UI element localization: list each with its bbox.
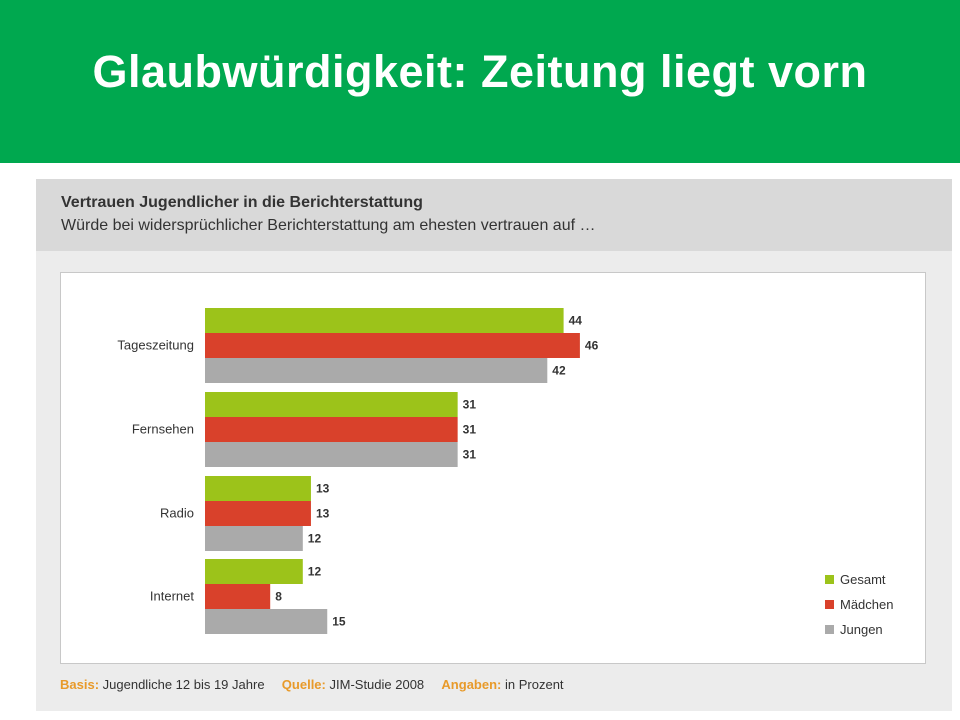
value-label-fernsehen-gesamt: 31: [463, 398, 477, 412]
legend-label-jungen: Jungen: [840, 622, 883, 637]
bar-fernsehen-jungen: [205, 442, 458, 467]
chart-subtitle: Würde bei widersprüchlicher Berichtersta…: [61, 217, 596, 234]
bar-tageszeitung-gesamt: [205, 308, 564, 333]
value-label-internet-jungen: 15: [332, 615, 346, 629]
title-banner: Glaubwürdigkeit: Zeitung liegt vorn: [0, 0, 960, 163]
value-label-fernsehen-maedchen: 31: [463, 423, 477, 437]
unit-label: Angaben:: [441, 677, 502, 692]
value-label-internet-gesamt: 12: [308, 565, 322, 579]
value-label-internet-maedchen: 8: [275, 590, 282, 604]
chart-footer: Basis: Jugendliche 12 bis 19 Jahre Quell…: [60, 677, 564, 692]
basis-value: Jugendliche 12 bis 19 Jahre: [102, 677, 265, 692]
bar-fernsehen-gesamt: [205, 392, 458, 417]
value-label-tageszeitung-gesamt: 44: [569, 314, 583, 328]
legend-label-maedchen: Mädchen: [840, 597, 893, 612]
bar-internet-jungen: [205, 609, 328, 634]
bar-tageszeitung-maedchen: [205, 333, 580, 358]
legend-swatch-gesamt: [825, 575, 834, 584]
source-label: Quelle:: [281, 677, 326, 692]
value-label-radio-gesamt: 13: [316, 482, 330, 496]
category-label-tageszeitung: Tageszeitung: [117, 338, 194, 353]
category-label-radio: Radio: [160, 506, 194, 521]
bar-tageszeitung-jungen: [205, 358, 548, 383]
category-label-fernsehen: Fernsehen: [132, 422, 194, 437]
value-label-radio-jungen: 12: [308, 532, 322, 546]
legend-swatch-jungen: [825, 625, 834, 634]
bar-radio-maedchen: [205, 501, 311, 526]
category-label-internet: Internet: [150, 589, 194, 604]
bar-radio-jungen: [205, 526, 303, 551]
legend-swatch-maedchen: [825, 600, 834, 609]
legend-label-gesamt: Gesamt: [840, 572, 886, 587]
unit-value: in Prozent: [505, 677, 564, 692]
value-label-radio-maedchen: 13: [316, 507, 330, 521]
chart-title: Vertrauen Jugendlicher in die Berichters…: [61, 194, 423, 211]
chart-header: Vertrauen Jugendlicher in die Berichters…: [36, 179, 952, 251]
bar-radio-gesamt: [205, 476, 311, 501]
value-label-tageszeitung-jungen: 42: [552, 364, 566, 378]
bar-internet-gesamt: [205, 559, 303, 584]
value-label-fernsehen-jungen: 31: [463, 448, 477, 462]
bar-internet-maedchen: [205, 584, 271, 609]
source-value: JIM-Studie 2008: [329, 677, 425, 692]
bar-fernsehen-maedchen: [205, 417, 458, 442]
basis-label: Basis:: [60, 677, 100, 692]
slide-title: Glaubwürdigkeit: Zeitung liegt vorn: [92, 46, 868, 97]
value-label-tageszeitung-maedchen: 46: [585, 339, 599, 353]
